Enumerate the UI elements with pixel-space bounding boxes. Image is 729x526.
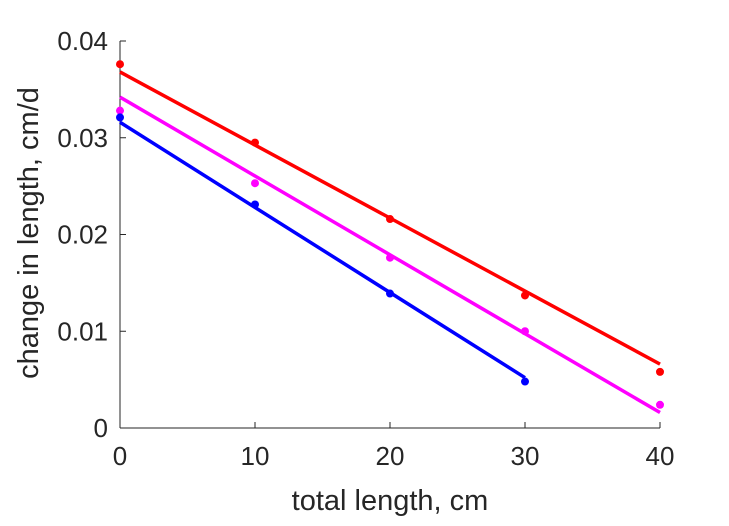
- data-point-series-2: [251, 179, 259, 188]
- data-point-series-1: [521, 291, 529, 300]
- x-tick-label: 0: [113, 441, 127, 471]
- axes: 0 10 20 30 40 0 0.01 0.02 0.03 0.04: [57, 26, 674, 471]
- y-tick-label: 0.02: [57, 220, 108, 250]
- y-axis-label: change in length, cm/d: [13, 87, 45, 379]
- data-point-series-3: [386, 289, 394, 298]
- data-point-series-1: [251, 138, 259, 147]
- data-point-series-1: [656, 367, 664, 376]
- x-tick-label: 20: [376, 441, 405, 471]
- fit-lines: [119, 70, 661, 415]
- data-point-series-1: [116, 60, 124, 69]
- x-axis-label: total length, cm: [292, 485, 489, 517]
- fit-line-series-3: [119, 120, 526, 380]
- data-point-series-1: [386, 215, 394, 224]
- y-tick-label: 0.04: [57, 26, 108, 56]
- x-tick-label: 30: [511, 441, 540, 471]
- x-tick-label: 10: [241, 441, 270, 471]
- data-point-series-3: [521, 377, 529, 386]
- y-tick-label: 0.03: [57, 123, 108, 153]
- data-point-series-3: [251, 200, 259, 209]
- y-tick-label: 0.01: [57, 316, 108, 346]
- data-points: [116, 60, 664, 409]
- data-point-series-2: [521, 327, 529, 336]
- data-point-series-2: [386, 253, 394, 262]
- data-point-series-2: [116, 106, 124, 115]
- x-tick-label: 40: [646, 441, 675, 471]
- data-point-series-2: [656, 400, 664, 409]
- y-tick-label: 0: [94, 413, 108, 443]
- data-point-series-3: [116, 113, 124, 122]
